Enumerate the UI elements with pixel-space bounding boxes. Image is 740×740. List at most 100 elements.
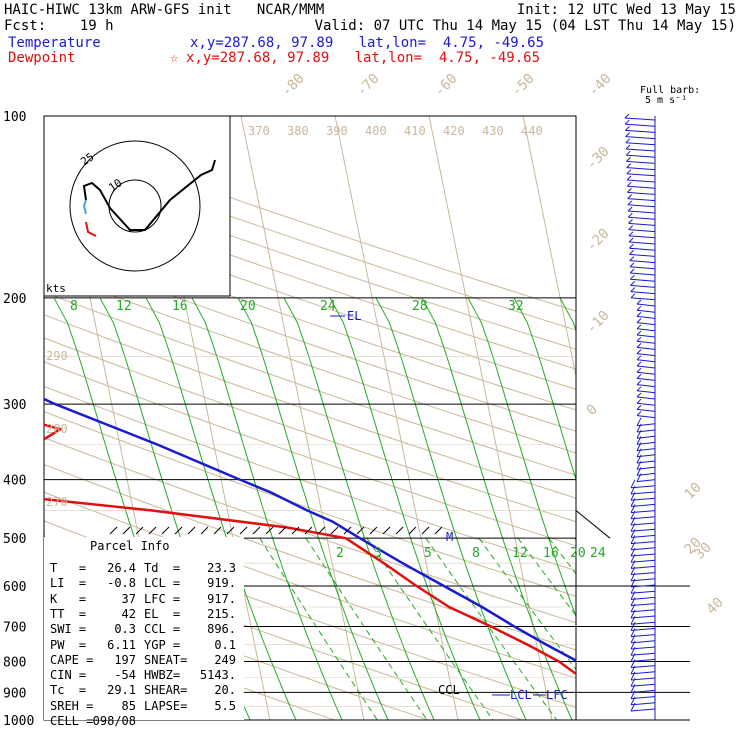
- wind-barb: [627, 185, 656, 189]
- wind-barb-flag: [636, 442, 642, 451]
- wind-barb-flag: [630, 603, 636, 613]
- forecast-hour: Fcst: 19 h: [4, 18, 114, 34]
- wind-barb-flag: [630, 696, 636, 706]
- parcel-key: EL =: [144, 606, 181, 621]
- wind-barb-flag: [630, 572, 636, 582]
- wind-barb: [636, 309, 656, 313]
- wind-barb: [630, 578, 656, 582]
- wind-barb: [630, 596, 656, 600]
- hatch-mark: [395, 526, 404, 535]
- wind-barb: [630, 696, 656, 700]
- wind-barb: [636, 371, 656, 375]
- parcel-value: 098/08: [92, 714, 136, 728]
- wind-barb-flag: [630, 553, 636, 563]
- wind-barb-flag: [636, 454, 642, 464]
- parcel-key: LAPSE=: [144, 698, 188, 713]
- hatch-mark: [187, 526, 196, 535]
- hatch-mark: [122, 526, 131, 535]
- wind-barb: [630, 572, 656, 576]
- wind-barb: [630, 627, 656, 631]
- moist-adiabat-line: [467, 297, 576, 618]
- wind-barb-flag: [630, 485, 636, 495]
- hatch-mark: [226, 526, 235, 535]
- parcel-info-panel: Parcel Info T = 26.4 Td = 23.3 LI = -0.8 LCL =…: [44, 537, 244, 728]
- valid-time: Valid: 07 UTC Thu 14 May 15 (04 LST Thu …: [314, 18, 736, 34]
- wind-barb: [630, 516, 656, 520]
- parcel-value: 42: [121, 606, 136, 621]
- parcel-value: 5143.: [199, 668, 236, 683]
- wind-barb-flag: [630, 584, 636, 594]
- wind-barb-flag: [630, 597, 636, 606]
- isotherm-line: [522, 116, 576, 379]
- hatch-mark: [304, 526, 313, 535]
- hodograph-box: [43, 115, 231, 297]
- wind-barb: [630, 652, 656, 656]
- wind-barb: [636, 359, 656, 363]
- frame-extension: [575, 510, 611, 539]
- wind-barb: [627, 204, 656, 208]
- hodograph-ring-label: 10: [106, 176, 124, 194]
- parcel-value: 37: [121, 591, 136, 606]
- wind-barb-flag: [626, 175, 632, 181]
- wind-barb-flag: [627, 188, 632, 193]
- wind-barb-flag: [626, 181, 632, 187]
- pressure-label: 400: [3, 474, 26, 489]
- pressure-label: 100: [3, 110, 26, 125]
- isotherm-label: -40: [586, 71, 615, 100]
- wind-barb-flag: [630, 671, 636, 681]
- wind-barb-flag: [636, 398, 642, 404]
- wind-barb: [636, 415, 656, 419]
- wind-barb-flag: [630, 287, 636, 292]
- wind-barb: [629, 266, 656, 270]
- parcel-value: 29.1: [107, 683, 136, 698]
- theta-label: 410: [404, 124, 426, 138]
- wind-barb: [629, 253, 656, 257]
- wind-barb: [625, 142, 656, 146]
- wind-barb: [636, 334, 656, 338]
- theta-label: 280: [46, 422, 68, 436]
- wind-barb: [636, 322, 656, 326]
- parcel-key: SREH =: [50, 698, 94, 713]
- parcel-value: -54: [114, 668, 136, 683]
- wind-barb: [630, 510, 656, 514]
- isotherm-line: [240, 116, 365, 720]
- wind-barb-flag: [636, 318, 642, 323]
- wind-barb-flag: [629, 250, 634, 255]
- wind-barb: [630, 559, 656, 563]
- wind-barb: [630, 665, 656, 669]
- wind-barb: [630, 640, 656, 644]
- hatch-mark: [408, 526, 417, 535]
- hatch-mark: [291, 526, 300, 535]
- hatch-mark: [330, 526, 339, 535]
- mixing-ratio-label: 24: [320, 299, 336, 314]
- wind-barb: [630, 658, 656, 662]
- wind-barb: [630, 609, 656, 613]
- wind-barb: [636, 340, 656, 344]
- parcel-row: CAPE = 197 SNEAT= 249: [50, 653, 240, 668]
- hatch-mark: [356, 526, 365, 535]
- parcel-row: Tc = 29.1 SHEAR= 20.: [50, 683, 240, 698]
- wind-barb: [625, 129, 656, 133]
- parcel-row: CELL = 098/08: [50, 714, 240, 729]
- temperature-line: [44, 397, 576, 663]
- wind-barb-flag: [630, 634, 636, 644]
- wind-barb-flag: [629, 256, 635, 261]
- mixing-ratio-label: 2: [336, 546, 344, 561]
- moist-adiabat-line: [375, 297, 527, 720]
- wind-barb-flag: [628, 231, 634, 237]
- parcel-value: 249: [214, 652, 236, 667]
- el-label: EL: [347, 309, 361, 323]
- hodograph-ring-label: 25: [78, 150, 96, 168]
- wind-barb: [629, 260, 656, 264]
- wind-barb-flag: [630, 591, 636, 600]
- wind-barb-flag: [636, 405, 642, 410]
- dewpoint-legend: Dewpoint: [8, 50, 76, 66]
- wind-barb: [636, 315, 656, 319]
- hatch-mark: [317, 526, 326, 535]
- hatch-mark: [434, 526, 443, 535]
- wind-barb-flag: [636, 367, 642, 373]
- hatch-mark: [135, 526, 144, 535]
- isotherm-label: -60: [432, 71, 461, 100]
- mixing-ratio-line: [366, 537, 494, 720]
- mixing-ratio-label: 20: [240, 299, 256, 314]
